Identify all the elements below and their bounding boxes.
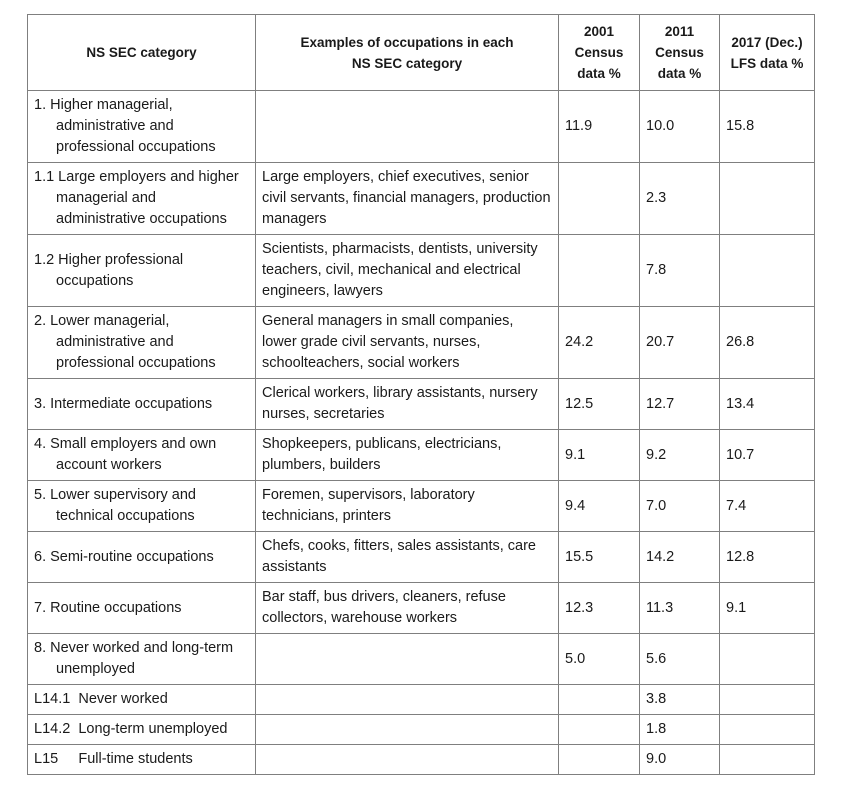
value-2017: 15.8 <box>719 90 815 163</box>
value-2001 <box>558 744 640 775</box>
table-row: 8. Never worked and long-term unemployed… <box>27 633 815 685</box>
table-row: 7. Routine occupations Bar staff, bus dr… <box>27 582 815 634</box>
value-2001 <box>558 162 640 235</box>
value-2001: 9.4 <box>558 480 640 532</box>
table-row: 1.1 Large employers and higher manageria… <box>27 162 815 235</box>
category-cell: 5. Lower supervisory and technical occup… <box>34 487 196 524</box>
value-2001 <box>558 234 640 307</box>
value-2001 <box>558 714 640 745</box>
value-2001: 12.5 <box>558 378 640 430</box>
value-2017: 12.8 <box>719 531 815 583</box>
examples-cell: Clerical workers, library assistants, nu… <box>262 385 538 422</box>
table-row: L15 Full-time students 9.0 <box>27 744 815 775</box>
header-examples: Examples of occupations in each NS SEC ca… <box>255 14 559 91</box>
header-2011-census: 2011 Census data % <box>639 14 720 91</box>
value-2011: 5.6 <box>639 633 720 685</box>
table-row: L14.1 Never worked 3.8 <box>27 684 815 715</box>
value-2011: 3.8 <box>639 684 720 715</box>
category-cell: 6. Semi-routine occupations <box>34 548 214 565</box>
value-2017 <box>719 234 815 307</box>
value-2001: 24.2 <box>558 306 640 379</box>
value-2017: 9.1 <box>719 582 815 634</box>
value-2011: 7.0 <box>639 480 720 532</box>
value-2017 <box>719 714 815 745</box>
category-cell: 1. Higher managerial, administrative and… <box>34 97 216 155</box>
header-row: NS SEC category Examples of occupations … <box>27 14 815 91</box>
category-cell: 7. Routine occupations <box>34 599 182 616</box>
examples-cell: Shopkeepers, publicans, electricians, pl… <box>262 436 502 473</box>
category-cell: 1.1 Large employers and higher manageria… <box>34 169 239 227</box>
header-2017-lfs: 2017 (Dec.) LFS data % <box>719 14 815 91</box>
value-2001 <box>558 684 640 715</box>
value-2011: 20.7 <box>639 306 720 379</box>
ns-sec-table: NS SEC category Examples of occupations … <box>27 14 815 775</box>
value-2017 <box>719 684 815 715</box>
value-2011: 2.3 <box>639 162 720 235</box>
category-cell: L14.1 Never worked <box>34 691 168 707</box>
value-2017 <box>719 633 815 685</box>
value-2011: 9.2 <box>639 429 720 481</box>
value-2001: 12.3 <box>558 582 640 634</box>
value-2017: 10.7 <box>719 429 815 481</box>
examples-cell: Scientists, pharmacists, dentists, unive… <box>262 241 538 299</box>
table-row: 4. Small employers and own account worke… <box>27 429 815 481</box>
category-cell: 8. Never worked and long-term unemployed <box>34 640 234 677</box>
value-2017 <box>719 744 815 775</box>
category-cell: L15 Full-time students <box>34 751 193 767</box>
table-row: 6. Semi-routine occupations Chefs, cooks… <box>27 531 815 583</box>
value-2011: 9.0 <box>639 744 720 775</box>
value-2011: 10.0 <box>639 90 720 163</box>
table-row: 1. Higher managerial, administrative and… <box>27 90 815 163</box>
category-cell: 1.2 Higher professional occupations <box>34 251 184 289</box>
value-2017: 7.4 <box>719 480 815 532</box>
table-row: 2. Lower managerial, administrative and … <box>27 306 815 379</box>
category-cell: L14.2 Long-term unemployed <box>34 721 228 737</box>
examples-cell: Foremen, supervisors, laboratory technic… <box>262 487 475 524</box>
value-2001: 9.1 <box>558 429 640 481</box>
value-2011: 1.8 <box>639 714 720 745</box>
table-row: 5. Lower supervisory and technical occup… <box>27 480 815 532</box>
table-row: L14.2 Long-term unemployed 1.8 <box>27 714 815 745</box>
examples-cell: Large employers, chief executives, senio… <box>262 169 551 227</box>
table-row: 3. Intermediate occupations Clerical wor… <box>27 378 815 430</box>
category-cell: 2. Lower managerial, administrative and … <box>34 313 216 371</box>
category-cell: 4. Small employers and own account worke… <box>34 436 217 473</box>
examples-cell: Chefs, cooks, fitters, sales assistants,… <box>262 538 536 575</box>
value-2017: 13.4 <box>719 378 815 430</box>
value-2017: 26.8 <box>719 306 815 379</box>
examples-cell: Bar staff, bus drivers, cleaners, refuse… <box>262 589 506 626</box>
value-2001: 11.9 <box>558 90 640 163</box>
value-2001: 15.5 <box>558 531 640 583</box>
header-2001-census: 2001 Census data % <box>558 14 640 91</box>
value-2011: 12.7 <box>639 378 720 430</box>
category-cell: 3. Intermediate occupations <box>34 395 213 412</box>
value-2011: 14.2 <box>639 531 720 583</box>
examples-cell: General managers in small companies, low… <box>262 313 514 371</box>
value-2011: 11.3 <box>639 582 720 634</box>
header-category: NS SEC category <box>27 14 256 91</box>
value-2001: 5.0 <box>558 633 640 685</box>
value-2011: 7.8 <box>639 234 720 307</box>
table-row: 1.2 Higher professional occupations Scie… <box>27 234 815 307</box>
value-2017 <box>719 162 815 235</box>
